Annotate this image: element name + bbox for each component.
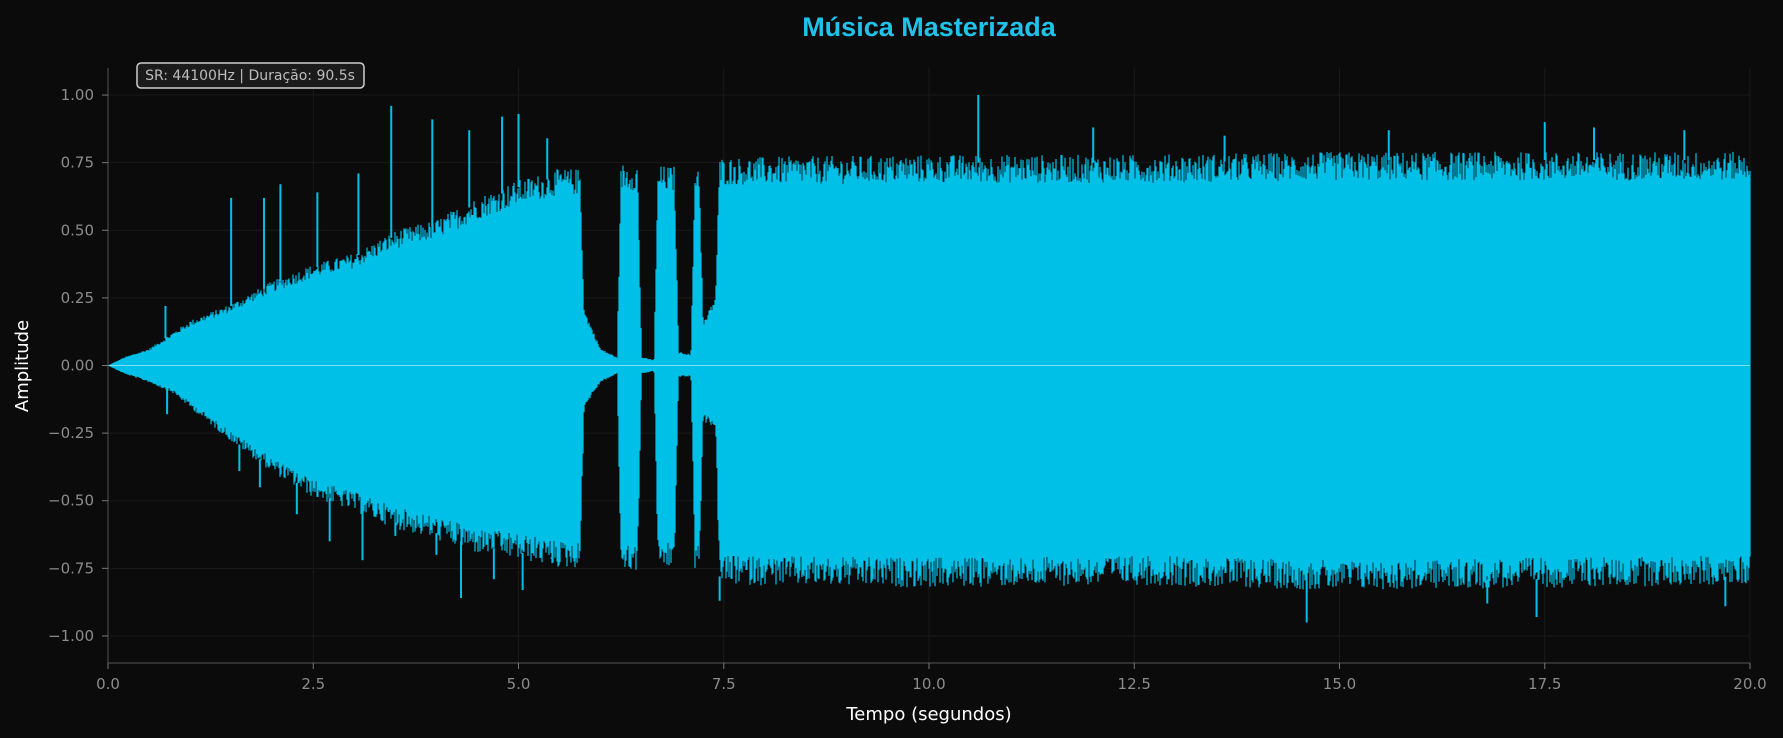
y-tick-label: −0.50 bbox=[48, 492, 94, 510]
x-tick-label: 2.5 bbox=[301, 675, 325, 693]
y-tick-label: 0.50 bbox=[61, 221, 94, 239]
x-tick-label: 15.0 bbox=[1323, 675, 1356, 693]
chart-title: Música Masterizada bbox=[802, 12, 1057, 42]
y-tick-label: 1.00 bbox=[61, 86, 94, 104]
y-tick-label: −1.00 bbox=[48, 627, 94, 645]
x-axis-label: Tempo (segundos) bbox=[845, 704, 1011, 725]
y-tick-label: 0.25 bbox=[61, 289, 94, 307]
y-axis-label: Amplitude bbox=[12, 320, 33, 412]
x-tick-label: 7.5 bbox=[712, 675, 736, 693]
y-tick-label: 0.75 bbox=[61, 154, 94, 172]
y-tick-label: −0.75 bbox=[48, 559, 94, 577]
x-tick-label: 0.0 bbox=[96, 675, 120, 693]
x-tick-label: 10.0 bbox=[912, 675, 945, 693]
y-axis-ticks: 1.00 0.75 0.50 0.25 0.00 −0.25 −0.50 −0.75 −1.00 bbox=[48, 86, 108, 645]
waveform-series bbox=[108, 95, 1751, 623]
x-tick-label: 20.0 bbox=[1733, 675, 1766, 693]
y-tick-label: −0.25 bbox=[48, 424, 94, 442]
x-tick-label: 12.5 bbox=[1118, 675, 1151, 693]
info-annotation-text: SR: 44100Hz | Duração: 90.5s bbox=[145, 68, 355, 84]
x-tick-label: 17.5 bbox=[1528, 675, 1561, 693]
x-tick-label: 5.0 bbox=[507, 675, 531, 693]
info-annotation-box bbox=[136, 62, 365, 89]
x-axis-ticks: 0.0 2.5 5.0 7.5 10.0 12.5 15.0 17.5 20.0 bbox=[96, 663, 1767, 693]
y-tick-label: 0.00 bbox=[61, 357, 94, 375]
info-annotation: SR: 44100Hz | Duração: 90.5s bbox=[136, 62, 365, 89]
